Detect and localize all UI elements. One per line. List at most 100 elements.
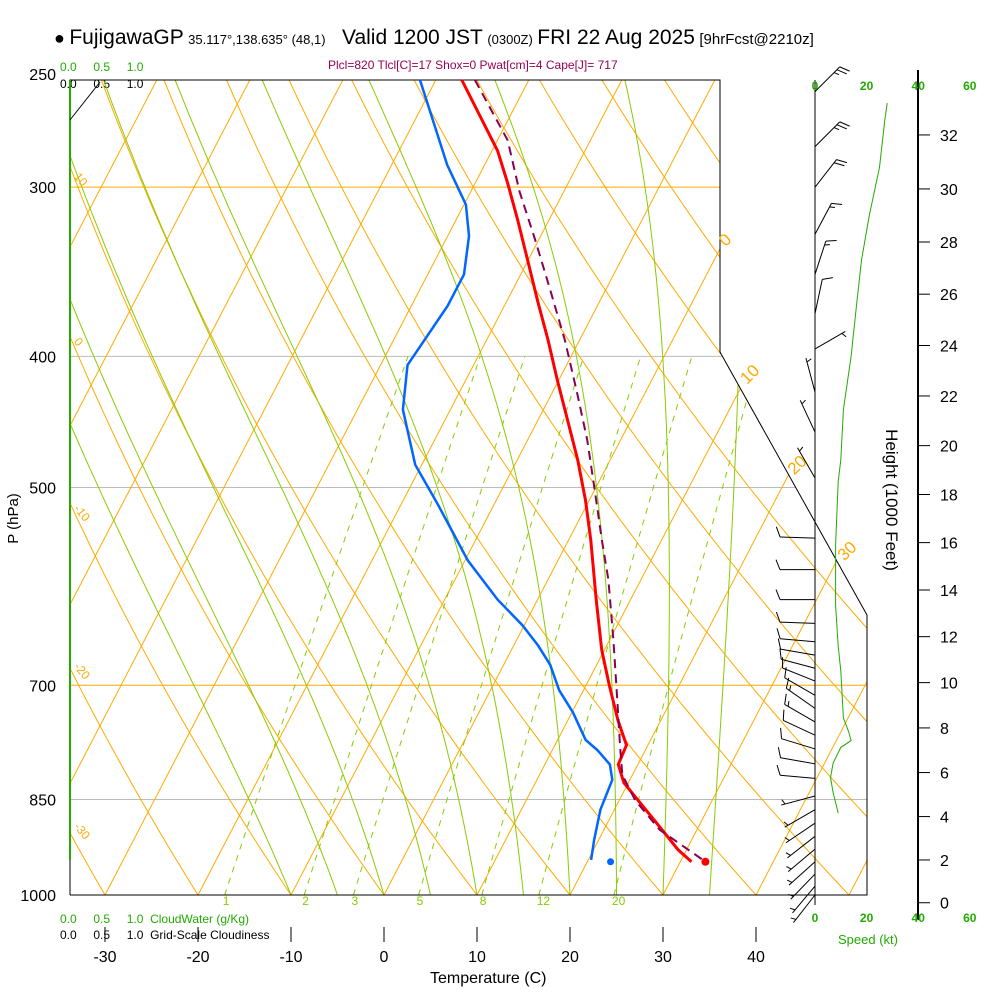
x-tick-label: -10: [279, 949, 302, 966]
wind-barb: [785, 677, 816, 709]
speed-axis-label: Speed (kt): [838, 932, 898, 947]
barb-flag: [825, 239, 837, 242]
barb-staff: [797, 447, 816, 479]
scale-label: 1.0: [126, 928, 144, 942]
barb-half: [789, 907, 796, 911]
speed-tick-label-top: 40: [912, 79, 926, 93]
cloudwater-label: CloudWater (g/Kg): [150, 912, 250, 926]
x-tick-label: 20: [561, 949, 579, 966]
dry-adiabat: [70, 80, 199, 895]
barb-flag: [775, 559, 781, 570]
barb-staff: [805, 358, 816, 393]
moist-adiabat: [70, 80, 338, 895]
cloudwater-scale-bottom: 0.0 0.5 1.0 CloudWater (g/Kg): [60, 912, 249, 926]
wind-barb: [784, 693, 816, 723]
height-tick-label: 28: [940, 235, 958, 252]
height-tick-label: 22: [940, 389, 958, 406]
wind-barb: [782, 657, 816, 682]
mixing-ratio-line: [224, 356, 409, 895]
barb-half: [801, 399, 806, 405]
background-lines: [70, 80, 867, 895]
x-tick-label: 0: [380, 949, 389, 966]
utc-time: (0300Z): [487, 32, 533, 47]
dry-adiabat: [70, 80, 292, 895]
barb-staff: [814, 121, 841, 147]
barb-flag: [776, 764, 781, 776]
speed-tick-label-bottom: 20: [860, 911, 874, 925]
barb-flag: [831, 202, 843, 206]
barb-staff: [814, 66, 841, 92]
wind-barb: [786, 848, 816, 873]
scale-label: 1.0: [126, 60, 144, 74]
barb-staff: [814, 203, 832, 235]
dry-adiabat: [277, 80, 850, 895]
speed-tick-label-bottom: 40: [912, 911, 926, 925]
dry-adiabat: [339, 80, 867, 895]
wind-barb: [780, 727, 816, 750]
cloudwater-scale-top: 0.0 0.5 1.0: [60, 60, 143, 74]
mixing-ratio-label: 12: [537, 894, 551, 908]
barb-staff: [780, 536, 816, 539]
cloudiness-label: Grid-Scale Cloudiness: [150, 928, 270, 942]
wind-barb: [784, 822, 816, 844]
barb-flag: [785, 677, 790, 689]
dry-adiabat-label: -20: [71, 660, 93, 683]
height-tick-label: 30: [940, 182, 958, 199]
wind-barb: [814, 66, 850, 92]
height-tick-label: 12: [940, 630, 958, 647]
pressure-tick-label: 1000: [20, 888, 56, 905]
wind-barb: [775, 589, 815, 601]
wind-barb: [781, 795, 816, 806]
speed-tick-label-bottom: 60: [963, 911, 977, 925]
cloudiness-scale-bottom: 0.0 0.5 1.0 Grid-Scale Cloudiness: [60, 928, 269, 942]
barb-staff: [780, 621, 816, 624]
x-tick-label: -30: [93, 949, 116, 966]
barb-staff: [787, 848, 816, 873]
barb-flag: [775, 589, 781, 600]
barb-flag: [839, 66, 850, 72]
barb-flag: [833, 162, 845, 167]
wind-barb: [790, 894, 816, 923]
mixing-ratio-label: 20: [612, 894, 626, 908]
x-tick-label: 30: [654, 949, 672, 966]
height-tick-label: 18: [940, 488, 958, 505]
barb-half: [829, 206, 835, 208]
wind-barb: [805, 358, 816, 393]
barb-staff: [783, 719, 816, 736]
dewpoint-line: [401, 79, 614, 861]
barb-staff: [788, 861, 816, 886]
barb-half: [833, 127, 840, 131]
wind-barb: [776, 764, 816, 779]
barb-staff: [781, 795, 816, 806]
mixing-ratio-label: 1: [223, 894, 230, 908]
barb-staff: [792, 885, 816, 914]
wind-barb: [775, 526, 816, 539]
pressure-tick-label: 700: [29, 678, 56, 695]
pressure-tick-label: 500: [29, 481, 56, 498]
barb-half: [786, 866, 792, 870]
dry-adiabat: [70, 80, 478, 895]
speed-tick-label-top: 60: [963, 79, 977, 93]
barb-staff: [780, 757, 816, 765]
barb-staff: [780, 638, 816, 643]
barb-staff: [781, 738, 816, 750]
wind-barb: [779, 648, 816, 669]
isotherm: [662, 80, 867, 895]
barb-staff: [784, 704, 816, 723]
mixing-ratio-label: 8: [480, 894, 487, 908]
height-tick-label: 6: [940, 766, 949, 783]
pressure-tick-label: 850: [29, 792, 56, 809]
barb-half: [790, 917, 797, 920]
wind-barb: [814, 159, 848, 188]
height-tick-label: 4: [940, 810, 949, 827]
wind-barb: [784, 667, 816, 696]
barb-flag: [822, 277, 833, 280]
mixing-ratio-label: 2: [302, 894, 309, 908]
wind-barb: [777, 638, 816, 656]
wind-barb: [814, 330, 847, 350]
moist-adiabat: [103, 80, 431, 895]
dry-adiabat: [215, 80, 757, 895]
moist-adiabat: [70, 80, 385, 895]
